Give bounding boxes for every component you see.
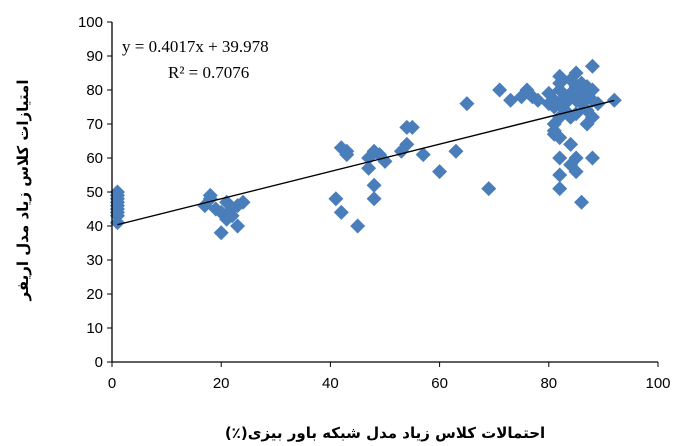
- data-point: [213, 225, 229, 241]
- data-point: [404, 119, 420, 135]
- data-point: [568, 106, 584, 122]
- data-point: [584, 109, 600, 125]
- data-point: [606, 92, 622, 108]
- data-point: [584, 150, 600, 166]
- trendline: [117, 99, 615, 226]
- y-tick-label: 30: [86, 252, 103, 269]
- data-point: [552, 130, 568, 146]
- data-point: [377, 153, 393, 169]
- data-point: [350, 218, 366, 234]
- data-point: [224, 208, 240, 224]
- data-point: [503, 92, 519, 108]
- x-tick-label: 60: [431, 375, 448, 392]
- data-point: [568, 150, 584, 166]
- y-tick-label: 90: [86, 48, 103, 65]
- trendline-r2: R² = 0.7076: [168, 63, 249, 82]
- data-point: [202, 187, 218, 203]
- data-point: [366, 177, 382, 193]
- y-tick-label: 70: [86, 116, 103, 133]
- y-tick-label: 10: [86, 320, 103, 337]
- y-axis-title: امتیازات کلاس زیاد مدل اریفر: [14, 80, 32, 302]
- data-point: [339, 143, 355, 159]
- y-tick-label: 80: [86, 82, 103, 99]
- data-point: [530, 92, 546, 108]
- data-point: [399, 136, 415, 152]
- x-axis-title: احتمالات کلاس زیاد مدل شبکه باور بیزی(٪): [225, 424, 545, 442]
- axes: 0 10 20 30 40 50 60 70 80 90 100 0 20 40 60 80 100: [78, 14, 671, 392]
- data-point: [459, 96, 475, 112]
- data-point: [235, 194, 251, 210]
- data-points: [109, 58, 622, 241]
- data-point: [415, 147, 431, 163]
- data-point: [552, 167, 568, 183]
- trendline-layer: [117, 99, 615, 226]
- data-point: [492, 82, 508, 98]
- data-point: [563, 136, 579, 152]
- trendline-equation: y = 0.4017x + 39.978: [122, 37, 269, 56]
- x-tick-label: 100: [645, 375, 670, 392]
- y-tick-label: 50: [86, 184, 103, 201]
- data-point: [590, 96, 606, 112]
- y-tick-label: 100: [78, 14, 103, 31]
- y-tick-label: 40: [86, 218, 103, 235]
- data-point: [481, 181, 497, 197]
- data-point: [230, 218, 246, 234]
- data-point: [328, 191, 344, 207]
- data-point: [574, 194, 590, 210]
- y-tick-label: 0: [95, 354, 103, 371]
- data-point: [546, 92, 562, 108]
- y-tick-label: 60: [86, 150, 103, 167]
- x-tick-label: 0: [108, 375, 116, 392]
- data-point: [584, 58, 600, 74]
- y-tick-label: 20: [86, 286, 103, 303]
- data-point: [333, 204, 349, 220]
- data-point: [568, 65, 584, 81]
- data-point: [552, 181, 568, 197]
- x-tick-label: 40: [322, 375, 339, 392]
- data-point: [568, 164, 584, 180]
- x-tick-label: 80: [540, 375, 557, 392]
- x-tick-label: 20: [213, 375, 230, 392]
- data-point: [448, 143, 464, 159]
- data-point: [109, 184, 125, 200]
- data-point: [552, 68, 568, 84]
- data-point: [432, 164, 448, 180]
- data-point: [361, 160, 377, 176]
- data-point: [366, 191, 382, 207]
- data-point: [552, 150, 568, 166]
- data-point: [584, 82, 600, 98]
